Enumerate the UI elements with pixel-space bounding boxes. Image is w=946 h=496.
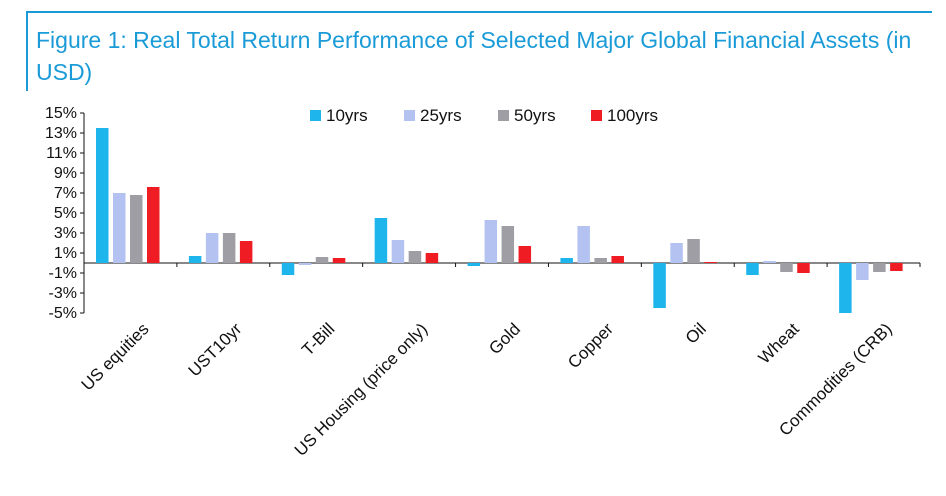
bar-50yrs-8 [873, 263, 886, 272]
x-tick-label: T-Bill [298, 319, 338, 359]
y-tick-label: 15% [45, 105, 77, 122]
legend-label-10yrs: 10yrs [326, 106, 368, 125]
bar-100yrs-6 [704, 262, 717, 263]
y-tick-label: 1% [54, 245, 77, 262]
bar-25yrs-7 [763, 261, 776, 263]
axis-layer: 15% 13% 11% 9% 7% 5% 3% 1% -1% -3% -5%US equities U… [45, 105, 921, 460]
legend-swatch-10yrs [310, 110, 321, 121]
bar-50yrs-3 [408, 251, 422, 263]
legend-swatch-100yrs [591, 110, 602, 121]
x-tick-label: Copper [564, 319, 617, 372]
bar-25yrs-1 [205, 233, 219, 263]
x-tick-label: UST10yr [185, 319, 246, 380]
bar-50yrs-5 [594, 258, 607, 263]
y-tick-label: -1% [49, 265, 77, 282]
y-tick-label: -5% [49, 305, 77, 322]
y-tick-label: 7% [54, 185, 77, 202]
bar-10yrs-2 [281, 263, 295, 275]
y-tick-label: 3% [54, 225, 77, 242]
legend-label-25yrs: 25yrs [420, 106, 462, 125]
bar-10yrs-8 [839, 263, 852, 313]
bar-10yrs-1 [188, 256, 202, 263]
bar-50yrs-2 [315, 257, 329, 263]
bar-25yrs-0 [113, 193, 126, 263]
legend: 10yrs 25yrs 50yrs 100yrs [310, 106, 658, 125]
bar-100yrs-0 [147, 187, 160, 263]
bar-10yrs-3 [374, 218, 388, 263]
legend-swatch-25yrs [404, 110, 415, 121]
y-tick-label: 5% [54, 205, 77, 222]
chart-title: Figure 1: Real Total Return Performance … [36, 27, 912, 85]
bar-100yrs-4 [518, 246, 532, 263]
bar-50yrs-4 [501, 226, 515, 263]
x-tick-label: Wheat [755, 319, 803, 367]
legend-label-100yrs: 100yrs [607, 106, 658, 125]
bar-25yrs-4 [484, 220, 498, 263]
bar-100yrs-2 [332, 258, 346, 263]
bar-10yrs-6 [653, 263, 666, 308]
bar-100yrs-5 [611, 256, 624, 263]
bar-50yrs-7 [780, 263, 793, 272]
bar-25yrs-5 [577, 226, 590, 263]
bar-10yrs-0 [96, 128, 109, 263]
legend-swatch-50yrs [498, 110, 509, 121]
y-tick-label: 13% [45, 125, 77, 142]
legend-label-50yrs: 50yrs [514, 106, 556, 125]
bar-25yrs-2 [298, 263, 312, 265]
title-left-rule [26, 11, 28, 91]
bars-layer [96, 128, 903, 313]
bar-50yrs-0 [130, 195, 143, 263]
bar-100yrs-1 [239, 241, 253, 263]
bar-10yrs-5 [560, 258, 573, 263]
y-tick-label: -3% [49, 285, 77, 302]
bar-100yrs-3 [425, 253, 439, 263]
bar-25yrs-8 [856, 263, 869, 280]
bar-10yrs-4 [467, 263, 481, 266]
bar-25yrs-6 [670, 243, 683, 263]
bar-100yrs-8 [890, 263, 903, 271]
bar-50yrs-1 [222, 233, 236, 263]
bar-25yrs-3 [391, 240, 405, 263]
x-tick-label: US equities [78, 319, 153, 394]
y-tick-label: 11% [46, 145, 77, 162]
x-tick-label: Oil [682, 319, 710, 347]
title-top-rule [28, 11, 932, 13]
bar-100yrs-7 [797, 263, 810, 273]
bar-50yrs-6 [687, 239, 700, 263]
y-tick-label: 9% [54, 165, 77, 182]
bar-10yrs-7 [746, 263, 759, 275]
x-tick-label: Gold [485, 319, 524, 358]
